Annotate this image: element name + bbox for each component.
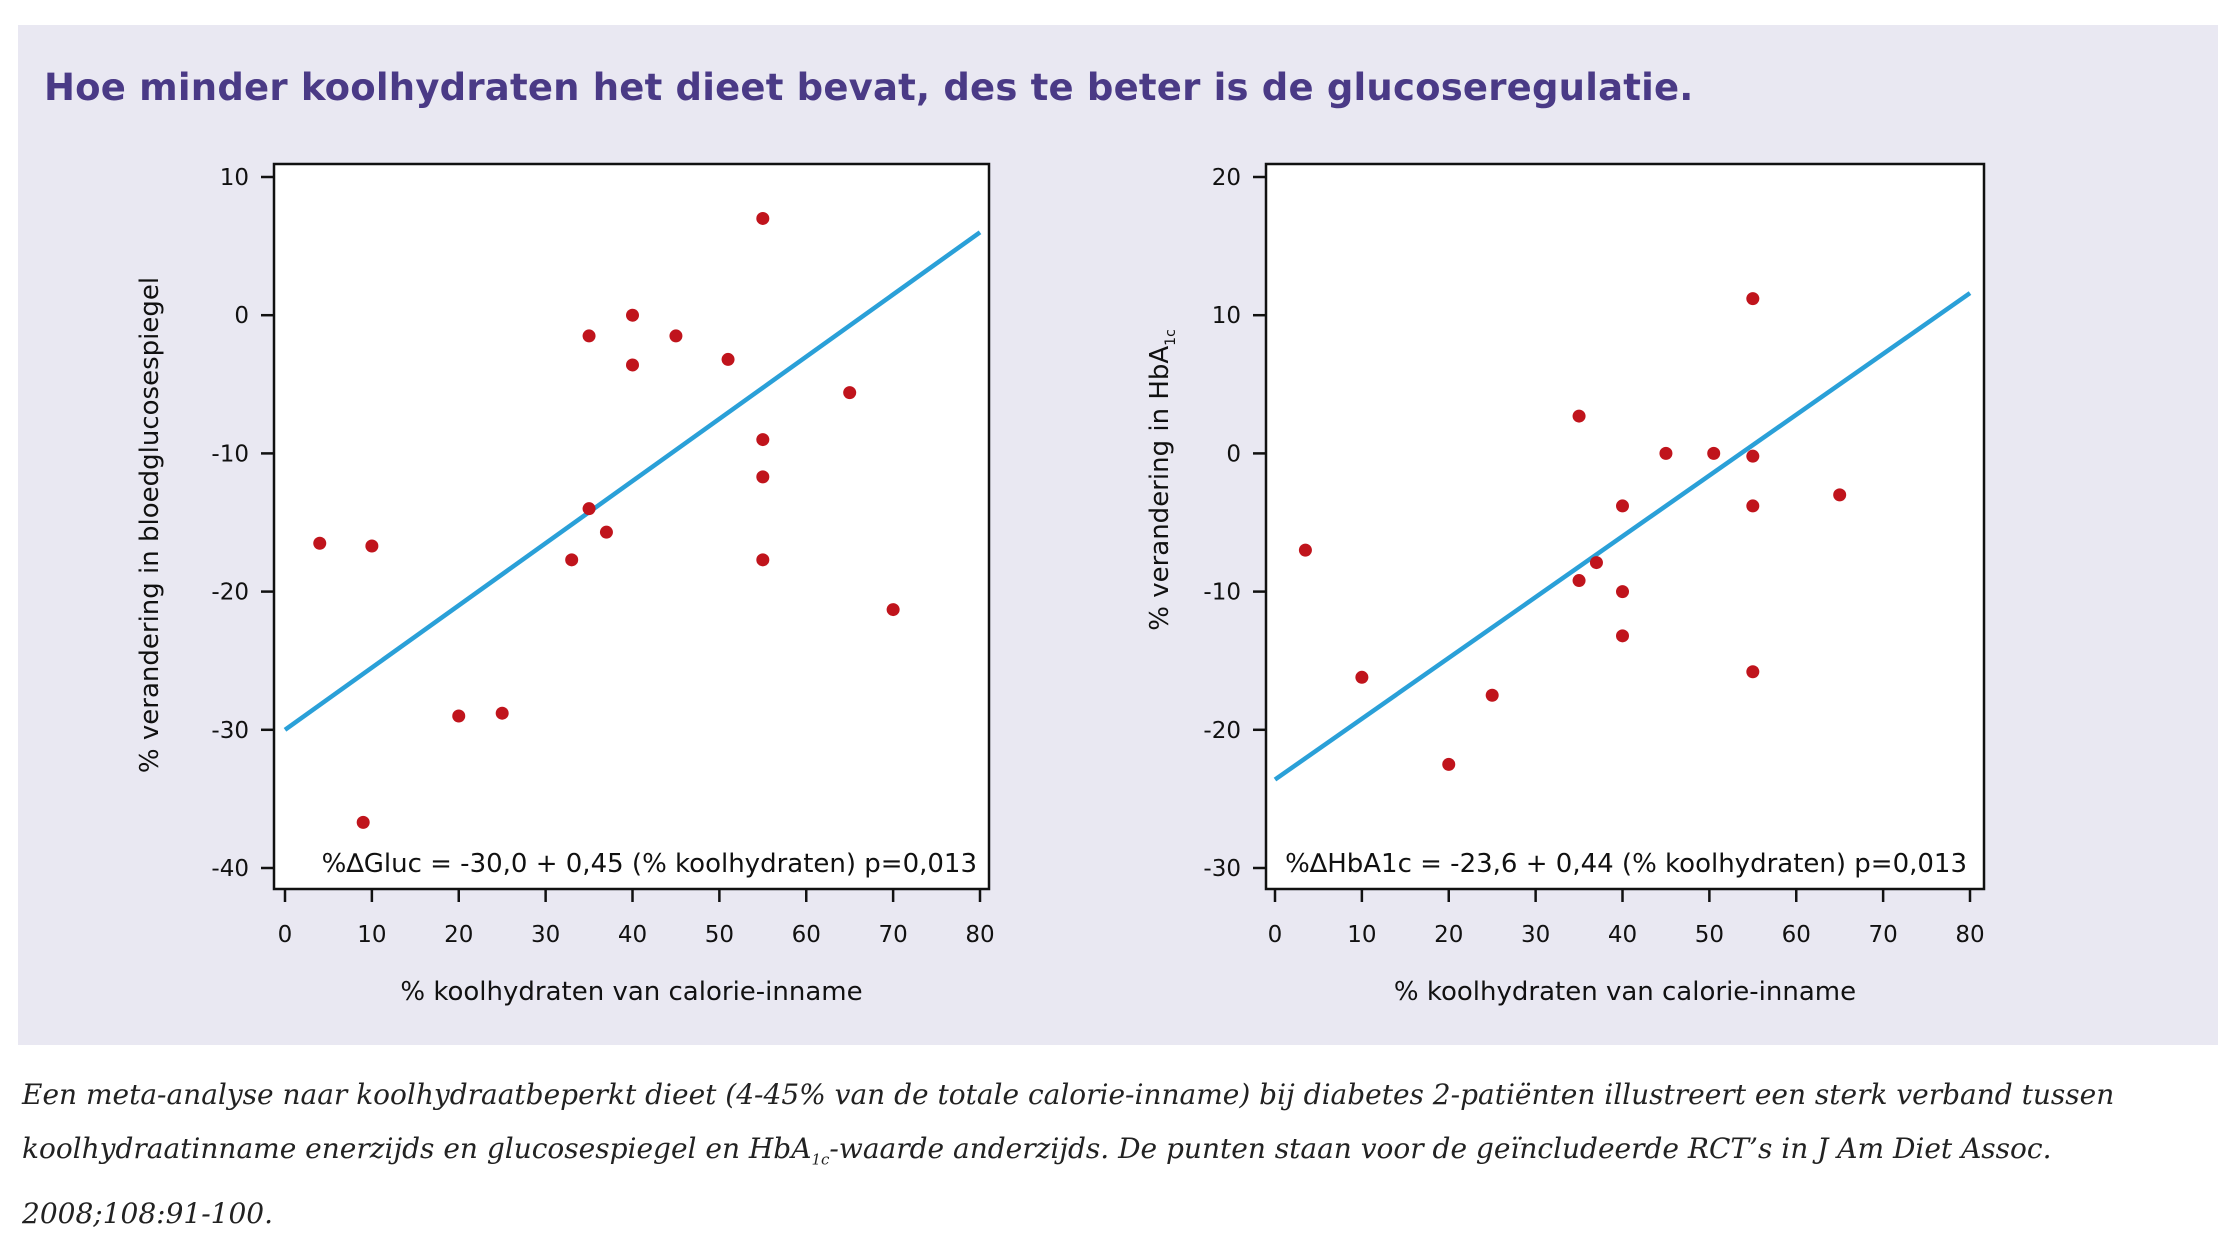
plot-frame (272, 162, 991, 891)
data-point (356, 815, 370, 829)
x-tick-label: 50 (1695, 922, 1724, 948)
y-tick-label: -30 (1203, 856, 1241, 882)
x-tick-label: 40 (618, 922, 647, 948)
caption-subscript: 1c (811, 1150, 830, 1169)
y-tick-label: 0 (234, 303, 249, 329)
data-point (1485, 688, 1499, 702)
x-tick-label: 0 (1268, 922, 1283, 948)
data-point (1616, 629, 1629, 643)
chart-hba1c: 0 10 20 30 40 50 60 70 80 20 10 0 -10 -20 -30 %∆HbA1c =… (1145, 162, 1986, 1007)
data-point (756, 433, 770, 447)
data-point (495, 706, 509, 720)
y-tick-label: -40 (211, 856, 249, 882)
data-point (452, 709, 466, 723)
figure-headline: Hoe minder koolhydraten het dieet bevat,… (44, 66, 1694, 109)
data-point (626, 308, 639, 322)
y-axis-title-text: % verandering in bloedglucosespiegel (135, 277, 165, 773)
x-tick-label: 30 (1521, 922, 1550, 948)
y-tick-label: -20 (211, 580, 249, 606)
y-tick-label: -30 (211, 718, 249, 744)
x-tick-label: 20 (1434, 922, 1463, 948)
figure-caption: Een meta-analyse naar koolhydraatbeperkt… (22, 1068, 2212, 1241)
y-tick-label: 0 (1226, 441, 1241, 467)
y-tick-label: 10 (220, 165, 249, 191)
data-point (843, 386, 857, 400)
data-point (756, 470, 770, 484)
y-tick-label: 20 (1212, 165, 1241, 191)
x-tick-label: 60 (792, 922, 821, 948)
data-point (1746, 499, 1760, 513)
x-tick-label: 10 (1347, 922, 1376, 948)
data-point (886, 603, 900, 617)
data-point (1833, 488, 1847, 502)
data-point (1616, 499, 1629, 513)
data-point (565, 553, 579, 567)
data-point (1616, 585, 1629, 599)
x-axis-title: % koolhydraten van calorie-inname (1394, 977, 1856, 1007)
x-tick-label: 60 (1782, 922, 1811, 948)
y-axis-title-text: % verandering in HbA (1145, 346, 1175, 631)
plot-frame (1264, 162, 1986, 891)
regression-equation: %∆HbA1c = -23,6 + 0,44 (% koolhydraten) … (1285, 849, 1967, 879)
x-tick-label: 0 (278, 922, 293, 948)
caption-text-1: Een meta-analyse naar koolhydraatbeperkt… (22, 1078, 2115, 1165)
data-point (1589, 556, 1603, 570)
data-point (582, 502, 596, 516)
data-point (1298, 543, 1312, 557)
x-axis-title: % koolhydraten van calorie-inname (400, 977, 862, 1007)
x-tick-label: 80 (1955, 922, 1984, 948)
data-point (1746, 449, 1760, 463)
data-point (721, 352, 735, 366)
y-axis-title: % verandering in HbA1c (1145, 329, 1179, 631)
data-point (756, 553, 770, 567)
x-tick-label: 20 (444, 922, 473, 948)
data-point (1442, 757, 1456, 771)
data-point (1746, 292, 1760, 306)
data-point (1355, 670, 1369, 684)
y-tick-label: 10 (1212, 303, 1241, 329)
y-tick-label: -10 (1203, 580, 1241, 606)
x-tick-label: 40 (1608, 922, 1637, 948)
data-point (756, 211, 770, 225)
regression-line (283, 230, 982, 732)
data-point (669, 329, 683, 343)
data-point (365, 539, 379, 553)
data-point (626, 358, 639, 372)
data-point (313, 536, 327, 550)
data-point (599, 525, 613, 539)
x-tick-label: 30 (531, 922, 560, 948)
regression-equation: %∆Gluc = -30,0 + 0,45 (% koolhydraten) p… (322, 849, 977, 879)
data-point (1746, 665, 1760, 679)
chart-glucose: 0 10 20 30 40 50 60 70 80 10 0 -10 -20 -30 -40 %∆Gluc =… (135, 162, 995, 1007)
y-axis-title-subscript: 1c (1163, 329, 1179, 346)
data-point (1572, 409, 1586, 423)
regression-line (1273, 291, 1972, 782)
x-tick-label: 10 (357, 922, 386, 948)
y-tick-label: -20 (1203, 718, 1241, 744)
data-point (1572, 574, 1586, 588)
x-tick-label: 70 (1868, 922, 1897, 948)
data-point (1659, 446, 1673, 460)
y-tick-label: -10 (211, 441, 249, 467)
x-tick-label: 80 (965, 922, 994, 948)
x-tick-label: 70 (878, 922, 907, 948)
y-axis-title: % verandering in bloedglucosespiegel (135, 277, 165, 773)
x-tick-label: 50 (705, 922, 734, 948)
data-point (1707, 446, 1721, 460)
data-point (582, 329, 596, 343)
